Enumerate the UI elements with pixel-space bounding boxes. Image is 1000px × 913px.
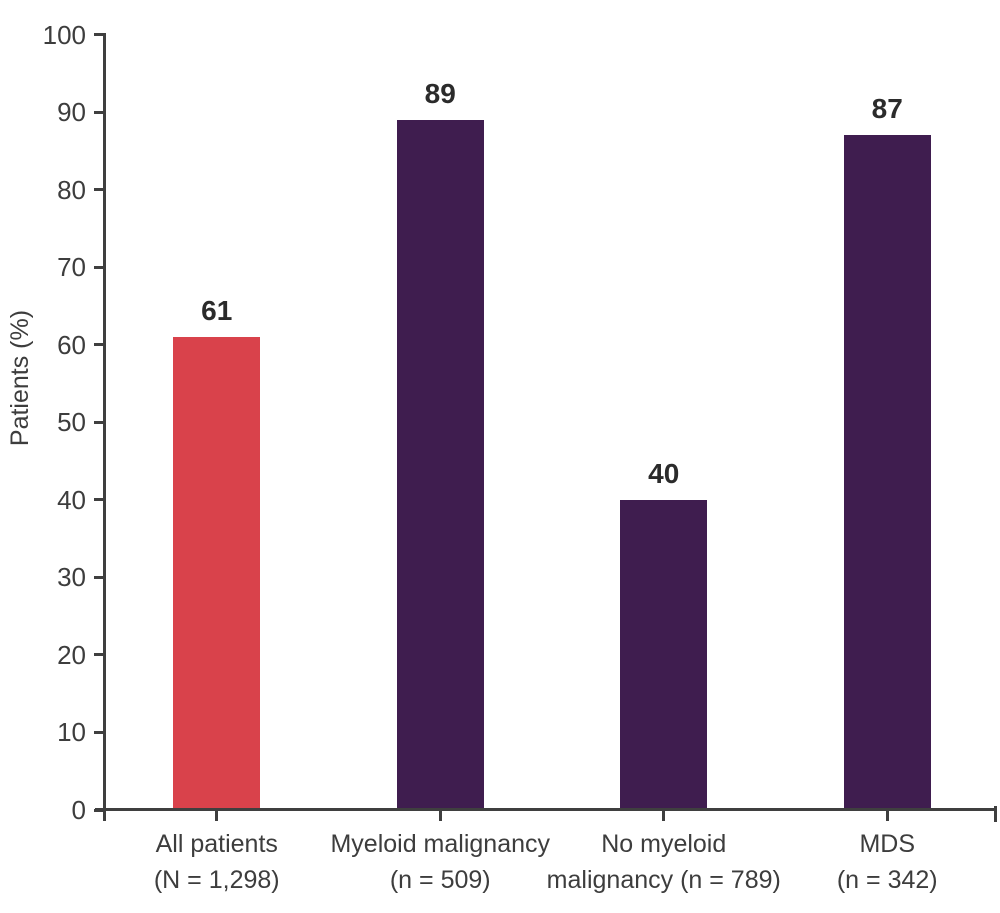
bar bbox=[843, 135, 931, 808]
y-axis-tick bbox=[94, 33, 104, 36]
y-axis-tick-label: 80 bbox=[57, 174, 86, 205]
y-axis-tick-label: 20 bbox=[57, 639, 86, 670]
y-axis-tick bbox=[94, 730, 104, 734]
bar-value-label: 40 bbox=[648, 457, 680, 489]
y-axis-tick-label: 100 bbox=[42, 19, 86, 50]
bar bbox=[620, 499, 708, 808]
x-axis-line bbox=[95, 808, 997, 811]
y-axis-tick bbox=[94, 498, 104, 502]
y-axis-tick-label: 50 bbox=[57, 407, 86, 438]
y-axis-tick-label: 40 bbox=[57, 484, 86, 515]
y-axis-tick bbox=[94, 188, 104, 192]
x-axis-category-label: Myeloid malignancy (n = 509) bbox=[330, 830, 551, 894]
y-axis-tick bbox=[94, 420, 104, 424]
y-axis-tick bbox=[94, 343, 104, 347]
bar-value-label: 87 bbox=[871, 93, 903, 125]
y-axis-tick bbox=[94, 653, 104, 657]
y-axis-tick-label: 10 bbox=[57, 717, 86, 748]
x-axis-end-tick bbox=[994, 806, 997, 822]
y-axis-tick-label: 70 bbox=[57, 252, 86, 283]
y-axis-tick-label: 30 bbox=[57, 562, 86, 593]
bar-value-label: 89 bbox=[424, 77, 456, 109]
bar-value-label: 61 bbox=[201, 294, 233, 326]
y-axis-tick bbox=[94, 575, 104, 579]
x-axis-category-label: MDS (n = 342) bbox=[836, 830, 938, 894]
y-axis-tick bbox=[94, 265, 104, 269]
y-axis-tick bbox=[94, 110, 104, 114]
y-axis-line bbox=[103, 33, 106, 821]
x-axis-tick bbox=[662, 811, 666, 821]
x-axis-tick bbox=[438, 811, 442, 821]
y-axis-tick bbox=[94, 808, 104, 812]
x-axis-category-label: No myeloid malignancy (n = 789) bbox=[546, 830, 781, 894]
x-axis-tick bbox=[215, 811, 219, 821]
x-axis-tick bbox=[885, 811, 889, 821]
y-axis-tick-label: 0 bbox=[71, 795, 86, 825]
x-axis-category-label: All patients (N = 1,298) bbox=[153, 830, 280, 894]
bar bbox=[396, 119, 484, 808]
y-axis-tick-label: 90 bbox=[57, 97, 86, 128]
bar bbox=[173, 336, 261, 808]
y-axis-tick-label: 60 bbox=[57, 329, 86, 360]
